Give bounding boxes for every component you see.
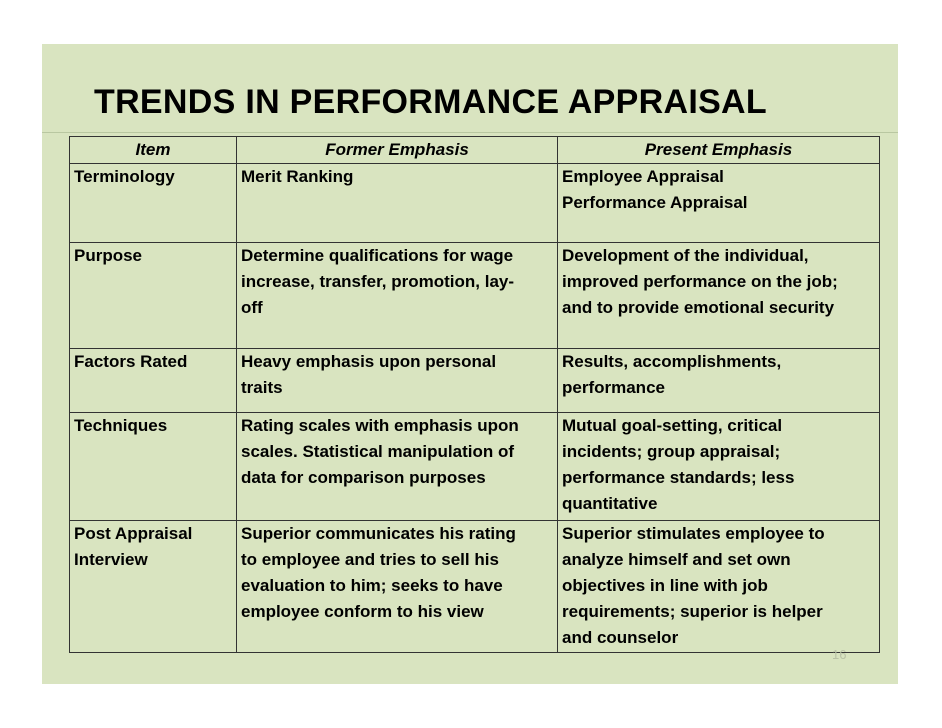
table-row: Post Appraisal Interview Superior commun… (69, 520, 880, 653)
present-emphasis-cell: Development of the individual, improved … (557, 242, 880, 349)
cell-text: Post Appraisal (74, 524, 193, 543)
cell-text: Terminology (74, 167, 175, 186)
former-emphasis-cell: Merit Ranking (236, 163, 558, 243)
cell-text: requirements; superior is helper (562, 602, 823, 621)
cell-text: evaluation to him; seeks to have (241, 576, 503, 595)
cell-text: Rating scales with emphasis upon (241, 416, 519, 435)
present-emphasis-cell: Employee Appraisal Performance Appraisal (557, 163, 880, 243)
former-emphasis-cell: Heavy emphasis upon personal traits (236, 348, 558, 413)
cell-text: improved performance on the job; (562, 272, 838, 291)
cell-text: Superior communicates his rating (241, 524, 516, 543)
present-emphasis-cell: Results, accomplishments, performance (557, 348, 880, 413)
cell-text: employee conform to his view (241, 602, 484, 621)
cell-text: to employee and tries to sell his (241, 550, 499, 569)
table-header-row: Item Former Emphasis Present Emphasis (69, 136, 880, 164)
cell-text: increase, transfer, promotion, lay- (241, 272, 515, 291)
former-emphasis-cell: Rating scales with emphasis upon scales.… (236, 412, 558, 521)
former-emphasis-cell: Superior communicates his rating to empl… (236, 520, 558, 653)
cell-text: data for comparison purposes (241, 468, 486, 487)
cell-text: Interview (74, 550, 148, 569)
item-cell: Terminology (69, 163, 237, 243)
present-emphasis-cell: Superior stimulates employee to analyze … (557, 520, 880, 653)
appraisal-trends-table: Item Former Emphasis Present Emphasis Te… (69, 136, 880, 653)
title-divider (42, 132, 898, 133)
cell-text: Mutual goal-setting, critical (562, 416, 783, 435)
cell-text: and to provide emotional security (562, 298, 835, 317)
table-row: Factors Rated Heavy emphasis upon person… (69, 348, 880, 413)
header-item: Item (69, 136, 237, 164)
page-number: 16 (832, 647, 847, 662)
slide-title: TRENDS IN PERFORMANCE APPRAISAL (94, 83, 767, 121)
cell-text: Superior stimulates employee to (562, 524, 825, 543)
cell-text: performance (562, 378, 665, 397)
cell-text: traits (241, 378, 283, 397)
cell-text: quantitative (562, 494, 658, 513)
cell-text: objectives in line with job (562, 576, 768, 595)
item-cell: Techniques (69, 412, 237, 521)
cell-text: Purpose (74, 246, 143, 265)
cell-text: Factors Rated (74, 352, 188, 371)
item-cell: Post Appraisal Interview (69, 520, 237, 653)
cell-text: Merit Ranking (241, 167, 354, 186)
cell-text: scales. Statistical manipulation of (241, 442, 515, 461)
table-row: Purpose Determine qualifications for wag… (69, 242, 880, 349)
cell-text: Results, accomplishments, (562, 352, 782, 371)
cell-text: Development of the individual, (562, 246, 809, 265)
cell-text: Techniques (74, 416, 168, 435)
cell-text: off (241, 298, 263, 317)
cell-text: Heavy emphasis upon personal (241, 352, 497, 371)
slide: TRENDS IN PERFORMANCE APPRAISAL Item For… (42, 44, 898, 684)
cell-text: Employee Appraisal (562, 167, 724, 186)
cell-text: analyze himself and set own (562, 550, 791, 569)
cell-text: and counselor (562, 628, 679, 647)
former-emphasis-cell: Determine qualifications for wage increa… (236, 242, 558, 349)
cell-text: incidents; group appraisal; (562, 442, 781, 461)
header-former-emphasis: Former Emphasis (236, 136, 558, 164)
table-row: Techniques Rating scales with emphasis u… (69, 412, 880, 521)
cell-text: performance standards; less (562, 468, 795, 487)
header-present-emphasis: Present Emphasis (557, 136, 880, 164)
present-emphasis-cell: Mutual goal-setting, critical incidents;… (557, 412, 880, 521)
cell-text: Performance Appraisal (562, 193, 748, 212)
item-cell: Factors Rated (69, 348, 237, 413)
table-row: Terminology Merit Ranking Employee Appra… (69, 163, 880, 243)
item-cell: Purpose (69, 242, 237, 349)
cell-text: Determine qualifications for wage (241, 246, 514, 265)
